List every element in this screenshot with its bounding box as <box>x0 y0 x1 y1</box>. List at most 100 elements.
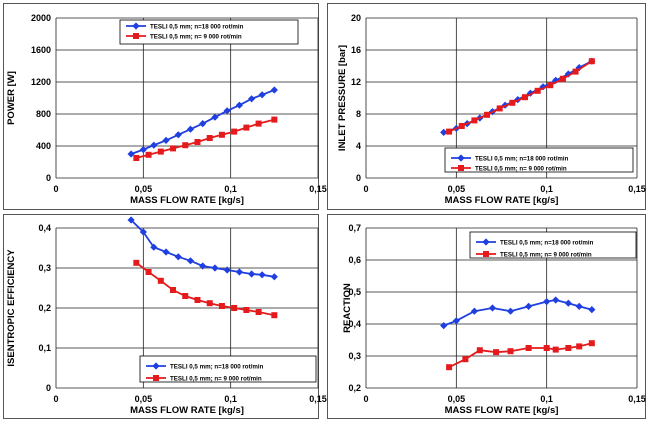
x-axis-label: MASS FLOW RATE [kg/s] <box>445 195 559 206</box>
x-tick-label: 0,15 <box>309 184 327 194</box>
data-point <box>544 345 550 351</box>
data-point <box>446 129 452 135</box>
legend-label: TESLI 0,5 mm; n=18 000 rot/min <box>150 24 244 31</box>
y-axis-label: ISENTROPIC EFFICIENCY <box>6 249 17 367</box>
y-tick-label: 0,7 <box>348 223 361 233</box>
legend-label: TESLI 0,5 mm; n= 9 000 rot/min <box>500 252 592 259</box>
data-point <box>170 287 176 293</box>
legend-label: TESLI 0,5 mm; n=18 000 rot/min <box>170 364 264 371</box>
y-tick-label: 1600 <box>31 45 51 55</box>
x-axis-label: MASS FLOW RATE [kg/s] <box>130 195 244 206</box>
y-tick-label: 2000 <box>31 13 51 23</box>
y-tick-label: 0,1 <box>38 343 51 353</box>
data-point <box>589 58 595 64</box>
y-tick-label: 0 <box>46 173 51 183</box>
x-tick-label: 0,15 <box>628 184 646 194</box>
x-tick-label: 0,1 <box>540 394 553 404</box>
y-tick-label: 0,4 <box>38 223 51 233</box>
y-tick-label: 0 <box>46 383 51 393</box>
legend-label: TESLI 0,5 mm; n= 9 000 rot/min <box>475 166 567 173</box>
x-tick-label: 0,05 <box>448 184 466 194</box>
y-tick-label: 4 <box>356 141 361 151</box>
x-axis-label: MASS FLOW RATE [kg/s] <box>130 405 244 416</box>
y-tick-label: 8 <box>356 109 361 119</box>
data-point <box>471 117 477 123</box>
x-tick-label: 0,05 <box>448 394 466 404</box>
y-tick-label: 16 <box>351 45 361 55</box>
data-point <box>477 347 483 353</box>
data-point <box>158 278 164 284</box>
data-point <box>170 145 176 151</box>
y-tick-label: 0,6 <box>348 255 361 265</box>
data-point <box>207 300 213 306</box>
data-point <box>446 364 452 370</box>
legend-marker <box>458 165 464 171</box>
data-point <box>256 121 262 127</box>
data-point <box>459 123 465 129</box>
panel-frame <box>328 4 646 210</box>
legend-label: TESLI 0,5 mm; n= 9 000 rot/min <box>150 34 242 41</box>
data-point <box>493 349 499 355</box>
y-tick-label: 0,2 <box>38 303 51 313</box>
data-point <box>508 348 514 354</box>
y-axis-label: POWER [W] <box>6 71 17 125</box>
data-point <box>182 293 188 299</box>
chart-panel-2: 0 4 8 12 16 20 0 0,05 0,1 0,15 MASS FLOW RATE [kg/… <box>328 4 646 210</box>
y-axis-label: INLET PRESSURE [bar] <box>337 45 348 151</box>
data-point <box>589 340 595 346</box>
data-point <box>497 105 503 111</box>
legend-marker <box>133 33 139 39</box>
x-tick-label: 0 <box>363 394 368 404</box>
x-tick-label: 0,1 <box>224 394 237 404</box>
data-point <box>271 312 277 318</box>
data-point <box>219 132 225 138</box>
data-point <box>231 305 237 311</box>
legend-label: TESLI 0,5 mm; n=18 000 rot/min <box>500 240 594 247</box>
legend: TESLI 0,5 mm; n=18 000 rot/min TESLI 0,5 … <box>445 148 633 173</box>
data-point <box>484 112 490 118</box>
data-point <box>243 307 249 313</box>
legend-marker <box>483 251 489 257</box>
data-point <box>522 94 528 100</box>
data-point <box>553 347 559 353</box>
data-point <box>256 309 262 315</box>
x-tick-label: 0,15 <box>309 394 327 404</box>
data-point <box>133 260 139 266</box>
y-axis-label: REACTION <box>342 283 353 333</box>
data-point <box>231 129 237 135</box>
y-tick-label: 0,3 <box>38 263 51 273</box>
x-tick-label: 0,05 <box>135 394 153 404</box>
x-tick-label: 0,1 <box>224 184 237 194</box>
data-point <box>509 100 515 106</box>
data-point <box>133 155 139 161</box>
y-tick-label: 0 <box>356 173 361 183</box>
data-point <box>535 88 541 94</box>
data-point <box>565 345 571 351</box>
x-axis-label: MASS FLOW RATE [kg/s] <box>445 405 559 416</box>
legend-label: TESLI 0,5 mm; n=18 000 rot/min <box>475 156 569 163</box>
data-point <box>526 345 532 351</box>
y-tick-label: 12 <box>351 77 361 87</box>
data-point <box>158 149 164 155</box>
x-tick-label: 0 <box>53 394 58 404</box>
data-point <box>207 135 213 141</box>
y-tick-label: 0,3 <box>348 351 361 361</box>
legend: TESLI 0,5 mm; n=18 000 rot/min TESLI 0,5 … <box>470 232 636 259</box>
legend-marker <box>153 375 159 381</box>
data-point <box>146 152 152 158</box>
y-tick-label: 400 <box>36 141 51 151</box>
chart-panel-4: 0,20,30,40,50,60,70 0,05 0,1 0,15MASS FLOW … <box>328 215 646 419</box>
x-tick-label: 0,1 <box>540 184 553 194</box>
x-tick-label: 0 <box>363 184 368 194</box>
data-point <box>182 142 188 148</box>
y-tick-label: 0,2 <box>348 383 361 393</box>
x-tick-label: 0 <box>53 184 58 194</box>
data-point <box>194 139 200 145</box>
data-point <box>243 125 249 131</box>
y-tick-label: 20 <box>351 13 361 23</box>
data-point <box>146 269 152 275</box>
y-tick-label: 1200 <box>31 77 51 87</box>
data-point <box>573 69 579 75</box>
data-point <box>219 303 225 309</box>
